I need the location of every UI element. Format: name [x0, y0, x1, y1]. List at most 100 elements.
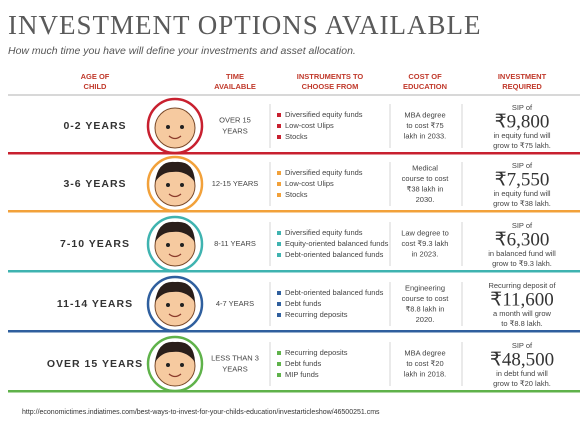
hair: [155, 341, 195, 362]
mouth: [168, 313, 182, 318]
mouth: [168, 373, 182, 378]
row-rule: [8, 152, 580, 155]
subtitle: How much time you have will define your …: [8, 45, 356, 57]
investment-outcome-line: a month will grow: [493, 309, 552, 318]
education-cost-line: MBA degree: [404, 348, 445, 357]
education-cost-line: Engineering: [405, 283, 445, 292]
bullet: [277, 113, 281, 117]
age: 0-2 YEARS: [63, 120, 126, 132]
time-available-line: LESS THAN 3: [211, 353, 259, 362]
bullet: [277, 351, 281, 355]
column-header-line: EDUCATION: [403, 82, 447, 91]
bullet: [277, 302, 281, 306]
bullet: [277, 373, 281, 377]
time-available: 4-7 YEARS: [216, 299, 254, 308]
column-header: INSTRUMENTS TO CHOOSE FROM: [297, 72, 364, 91]
time-available-line: YEARS: [222, 126, 247, 135]
instrument: Debt funds: [285, 299, 322, 308]
time-available-line: OVER 15: [219, 115, 251, 124]
investment-outcome-line: grow to ₹38 lakh.: [493, 199, 551, 208]
instrument: Diversified equity funds: [285, 228, 363, 237]
investment-outcome: in balanced fund will grow to ₹9.3 lakh.: [488, 249, 556, 268]
instrument: Stocks: [285, 190, 308, 199]
time-available: 12-15 YEARS: [212, 179, 259, 188]
education-cost-line: to cost ₹20: [406, 359, 443, 368]
age: 11-14 YEARS: [57, 298, 133, 310]
education-cost-line: in 2023.: [412, 249, 439, 258]
instrument: Debt-oriented balanced funds: [285, 250, 384, 259]
bullet: [277, 313, 281, 317]
education-cost-line: lakh in 2033.: [404, 131, 447, 140]
source-url: http://economictimes.indiatimes.com/best…: [22, 409, 380, 416]
eye: [180, 363, 184, 367]
investment-outcome-line: grow to ₹9.3 lakh.: [492, 259, 552, 268]
investment-outcome-line: grow to ₹20 lakh.: [493, 379, 551, 388]
instrument: MIP funds: [285, 370, 319, 379]
age: OVER 15 YEARS: [47, 358, 143, 370]
column-header-line: TIME: [226, 72, 244, 81]
education-cost-line: course to cost: [402, 294, 450, 303]
eye: [166, 303, 170, 307]
instrument: Low-cost Ulips: [285, 179, 334, 188]
column-header: AGE OF CHILD: [81, 72, 110, 91]
time-available: OVER 15 YEARS: [219, 115, 251, 135]
instrument: Recurring deposits: [285, 348, 348, 357]
investment-intro: SIP of: [512, 161, 533, 170]
column-header-line: CHILD: [84, 82, 107, 91]
time-available-line: 8-11 YEARS: [214, 239, 256, 248]
education-cost: MBA degree to cost ₹20 lakh in 2018.: [404, 348, 447, 378]
face: [154, 107, 196, 149]
bullet: [277, 171, 281, 175]
investment-intro: SIP of: [512, 341, 533, 350]
investment-outcome: a month will grow to ₹8.8 lakh.: [493, 309, 552, 328]
education-cost-line: ₹8.8 lakh in: [406, 304, 445, 313]
eye: [180, 303, 184, 307]
time-available-line: 4-7 YEARS: [216, 299, 254, 308]
instrument: Diversified equity funds: [285, 168, 363, 177]
time-available-line: YEARS: [222, 364, 247, 373]
age: 3-6 YEARS: [63, 178, 126, 190]
eye: [166, 363, 170, 367]
eye: [180, 183, 184, 187]
bullet: [277, 231, 281, 235]
instrument: Debt-oriented balanced funds: [285, 288, 384, 297]
education-cost-line: ₹38 lakh in: [407, 184, 444, 193]
instrument: Recurring deposits: [285, 310, 348, 319]
row-rule: [8, 390, 580, 393]
eye: [180, 125, 184, 129]
row-rule: [8, 270, 580, 273]
column-header-line: INSTRUMENTS TO: [297, 72, 364, 81]
education-cost-line: 2030.: [416, 195, 435, 204]
investment-amount: ₹7,550: [495, 169, 550, 190]
education-cost: Engineering course to cost ₹8.8 lakh in 202…: [402, 283, 450, 324]
bullet: [277, 135, 281, 139]
investment-outcome: in debt fund will grow to ₹20 lakh.: [493, 369, 551, 388]
investment-outcome-line: in balanced fund will: [488, 249, 556, 258]
bullet: [277, 253, 281, 257]
column-header-line: REQUIRED: [502, 82, 542, 91]
investment-outcome-line: grow to ₹75 lakh.: [493, 141, 551, 150]
bullet: [277, 362, 281, 366]
bullet: [277, 242, 281, 246]
column-header-line: AVAILABLE: [214, 82, 256, 91]
instrument: Diversified equity funds: [285, 110, 363, 119]
title: INVESTMENT OPTIONS AVAILABLE: [8, 10, 482, 40]
column-header: TIME AVAILABLE: [214, 72, 256, 91]
education-cost: Law degree to cost ₹9.3 lakh in 2023.: [401, 228, 449, 258]
investment-outcome-line: in equity fund will: [493, 189, 550, 198]
eye: [166, 125, 170, 129]
row-rule: [8, 210, 580, 213]
column-header: INVESTMENT REQUIRED: [498, 72, 547, 91]
column-header-line: CHOOSE FROM: [302, 82, 359, 91]
investment-outcome: in equity fund will grow to ₹75 lakh.: [493, 131, 551, 150]
investment-intro: SIP of: [512, 103, 533, 112]
time-available: 8-11 YEARS: [214, 239, 256, 248]
education-cost-line: cost ₹9.3 lakh: [402, 239, 449, 248]
eye: [166, 183, 170, 187]
investment-intro: Recurring deposit of: [488, 281, 556, 290]
education-cost-line: 2020.: [416, 315, 435, 324]
column-header-line: INVESTMENT: [498, 72, 547, 81]
hair: [155, 161, 195, 182]
